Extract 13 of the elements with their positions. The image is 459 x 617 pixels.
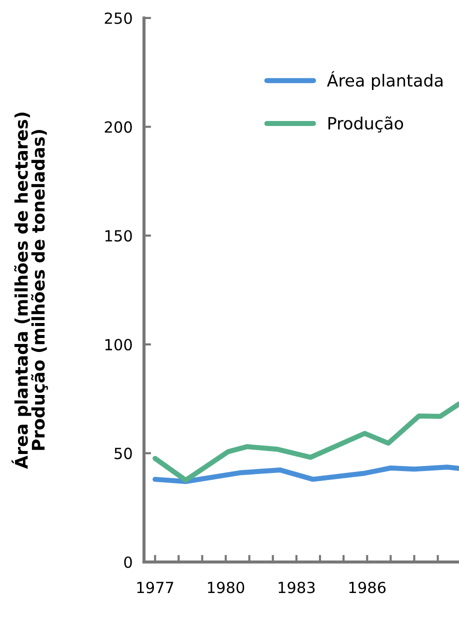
legend-label: Produção [328, 116, 404, 133]
y-axis-title: Área plantada (milhões de hectares) Produção (milhões de toneladas) [12, 112, 48, 469]
y-tick-label: 250 [104, 12, 132, 24]
y-tick-label: 0 [124, 556, 132, 568]
y-tick-label: 200 [104, 121, 132, 133]
y-tick-label: 50 [114, 448, 132, 460]
x-tick-label: 1983 [278, 582, 315, 594]
x-tick-label: 1977 [137, 582, 174, 594]
y-tick-label: 150 [105, 230, 132, 242]
legend-label: Área plantada [326, 71, 442, 90]
y-tick-label: 100 [105, 338, 132, 350]
x-tick-label: 1986 [349, 582, 386, 594]
x-tick-label: 1980 [208, 582, 244, 594]
